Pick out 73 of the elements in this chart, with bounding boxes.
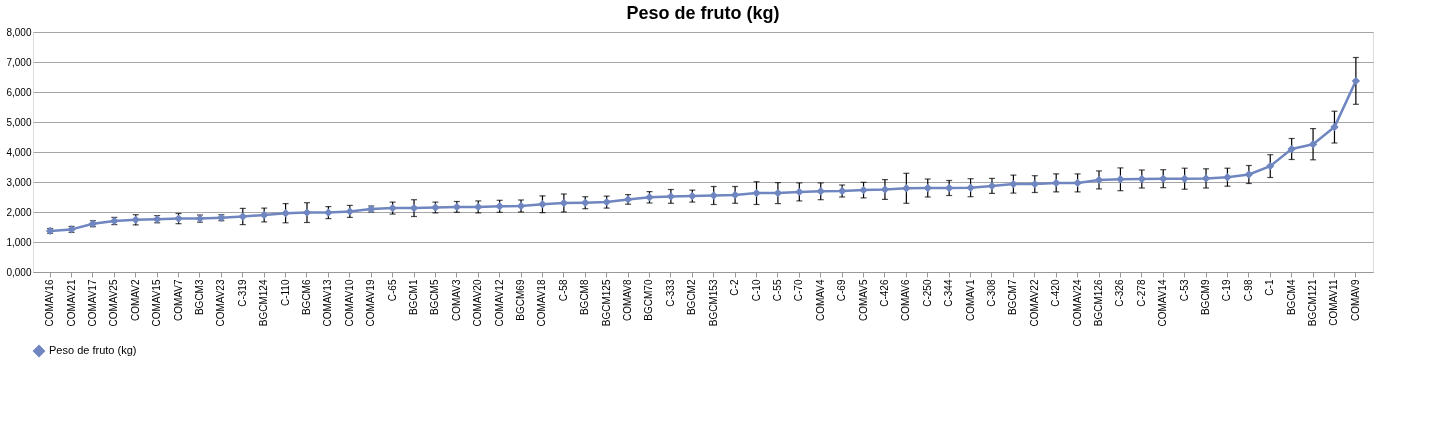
y-tick-label: 3,000	[6, 176, 32, 188]
x-tick-label: COMAV12	[493, 279, 505, 327]
x-tick-label: C-2	[729, 279, 741, 296]
x-tick-label: BGCM8	[579, 279, 591, 316]
x-tick-label: COMAV3	[450, 279, 462, 321]
x-tick-label: COMAV13	[322, 279, 334, 327]
x-tick-label: C-420	[1050, 279, 1062, 307]
y-tick-label: 4,000	[6, 146, 32, 158]
x-tick-label: C-98	[1242, 279, 1254, 302]
x-tick-label: BGCM3	[193, 279, 205, 316]
x-tick-label: COMAV19	[365, 279, 377, 327]
x-tick-label: BGCM1	[408, 279, 420, 316]
x-tick-label: C-10	[750, 279, 762, 302]
x-tick-label: C-69	[836, 279, 848, 302]
x-tick-label: C-333	[664, 279, 676, 307]
x-tick-label: C-344	[943, 279, 955, 307]
x-tick-label: C-53	[1178, 279, 1190, 302]
x-tick-label: COMAV8	[622, 279, 634, 321]
x-tick-label: BGCM9	[1200, 279, 1212, 316]
x-tick-label: C-1	[1264, 279, 1276, 296]
x-tick-label: BGCM70	[643, 279, 655, 321]
y-tick-label: 7,000	[6, 56, 32, 68]
x-tick-label: C-326	[1114, 279, 1126, 307]
x-tick-label: COMAV6	[900, 279, 912, 321]
x-tick-label: COMAV24	[1071, 279, 1083, 327]
x-tick-label: C-278	[1135, 279, 1147, 307]
x-tick-label: BGCM5	[429, 279, 441, 316]
x-tick-label: C-65	[386, 279, 398, 302]
x-tick-label: COMAV5	[857, 279, 869, 321]
y-tick-label: 2,000	[6, 206, 32, 218]
x-tick-label: COMAV16	[44, 279, 56, 327]
x-tick-label: BGCM125	[600, 279, 612, 327]
x-tick-label: COMAV15	[151, 279, 163, 327]
x-tick-label: C-308	[985, 279, 997, 307]
x-tick-label: C-58	[557, 279, 569, 302]
x-tick-label: C-55	[771, 279, 783, 302]
x-tick-label: COMAV23	[215, 279, 227, 327]
x-tick-label: C-250	[921, 279, 933, 307]
x-tick-label: BGCM124	[258, 279, 270, 327]
x-tick-label: C-110	[279, 279, 291, 306]
x-tick-label: COMAV20	[472, 279, 484, 327]
x-tick-label: COMAV11	[1328, 279, 1340, 326]
x-tick-label: BGCM153	[707, 279, 719, 327]
x-tick-label: COMAV1	[964, 279, 976, 321]
x-tick-label: COMAV25	[108, 279, 120, 327]
chart-title: Peso de fruto (kg)	[626, 3, 780, 23]
y-tick-label: 1,000	[6, 236, 32, 248]
y-tick-label: 8,000	[6, 26, 32, 38]
x-tick-label: BGCM6	[300, 279, 312, 316]
x-tick-label: C-319	[236, 279, 248, 307]
x-tick-label: COMAV18	[536, 279, 548, 327]
x-tick-label: BGCM121	[1307, 279, 1319, 327]
x-tick-label: C-70	[793, 279, 805, 302]
y-tick-label: 0,000	[6, 266, 32, 278]
x-tick-label: BGCM2	[686, 279, 698, 316]
x-tick-label: C-19	[1221, 279, 1233, 302]
x-tick-label: COMAV7	[172, 279, 184, 321]
y-tick-label: 6,000	[6, 86, 32, 98]
x-tick-label: BGCM4	[1285, 279, 1297, 316]
x-tick-label: COMAV21	[65, 279, 77, 327]
legend-label: Peso de fruto (kg)	[49, 344, 137, 356]
x-tick-label: COMAV14	[1157, 279, 1169, 327]
x-tick-label: COMAV9	[1349, 279, 1361, 321]
x-tick-label: BGCM126	[1093, 279, 1105, 327]
x-tick-label: COMAV2	[129, 279, 141, 321]
x-tick-label: COMAV4	[814, 279, 826, 321]
x-tick-label: COMAV10	[343, 279, 355, 327]
x-tick-label: COMAV22	[1028, 279, 1040, 327]
x-tick-label: BGCM69	[515, 279, 527, 321]
y-tick-label: 5,000	[6, 116, 32, 128]
x-tick-label: BGCM7	[1007, 279, 1019, 316]
x-tick-label: COMAV17	[86, 279, 98, 327]
x-tick-label: C-426	[878, 279, 890, 307]
